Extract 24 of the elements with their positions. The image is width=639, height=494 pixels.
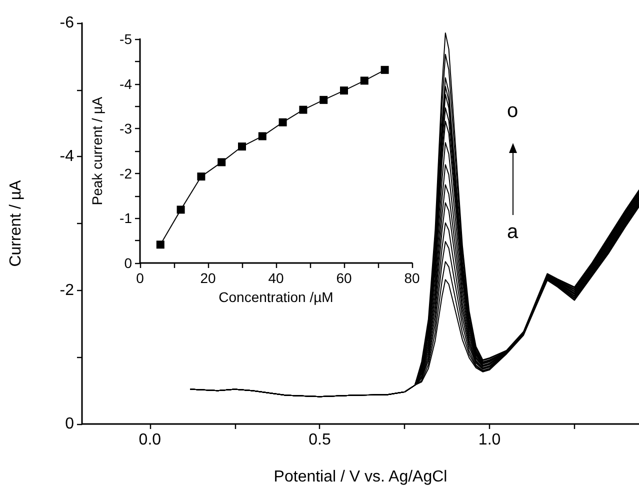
x-tick-label: 0.5 (308, 432, 331, 448)
x-axis-title: Concentration /µM (218, 288, 334, 305)
x-tick-label: 60 (336, 270, 352, 286)
y-tick-label: -6 (60, 14, 74, 32)
y-tick-label: 0 (65, 416, 74, 432)
y-tick-label: 0 (124, 255, 132, 271)
y-tick-label: -4 (60, 148, 74, 166)
x-tick-label: 40 (268, 270, 284, 286)
x-axis-title: Potential / V vs. Ag/AgCl (274, 468, 448, 486)
y-tick-label: -2 (120, 165, 132, 182)
y-axis-title: Peak current / µA (89, 96, 105, 206)
y-tick-label: -1 (120, 210, 132, 226)
annotation: a (507, 221, 519, 243)
y-tick-label: -5 (120, 31, 132, 47)
x-tick-label: 1.0 (478, 432, 501, 448)
y-axis-title: Current / µA (8, 180, 24, 267)
y-tick-label: -4 (120, 76, 132, 92)
x-tick-label: 80 (404, 270, 420, 286)
y-tick-label: -3 (120, 120, 132, 137)
y-tick-label: -2 (60, 282, 74, 299)
annotation: o (507, 100, 518, 122)
x-tick-label: 20 (200, 270, 216, 286)
x-tick-label: 0 (136, 270, 144, 286)
x-tick-label: 0.0 (138, 432, 162, 448)
